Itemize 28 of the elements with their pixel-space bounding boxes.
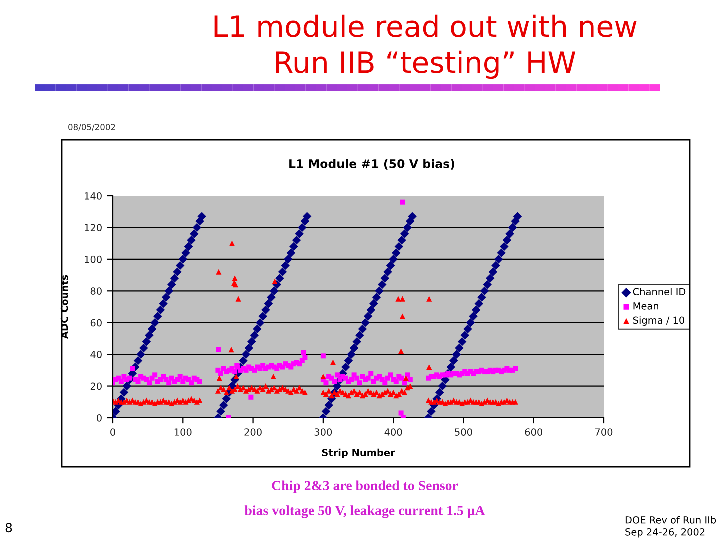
x-tick-label: 200 <box>244 428 262 436</box>
legend-label: Mean <box>634 302 658 310</box>
text: bias voltage 50 V, leakage current 1.5 μA <box>244 506 486 518</box>
y-tick-label: 100 <box>85 256 102 264</box>
y-tick-label: 140 <box>85 192 102 200</box>
x-tick-label: 100 <box>174 428 192 436</box>
x-tick-label: 600 <box>525 428 542 436</box>
chart-subtitle: L1 Module #1 (50 V bias) <box>290 159 454 170</box>
chart-title: L1 module read out with new Run IIB “testing” HW <box>214 14 637 80</box>
legend-label: Channel ID <box>633 288 686 296</box>
x-tick-label: 300 <box>314 428 332 436</box>
x-tick-label: 700 <box>596 428 613 436</box>
y-tick-label: 120 <box>85 224 102 232</box>
x-axis-title: Strip Number <box>322 448 396 458</box>
y-tick-label: 80 <box>90 288 102 295</box>
x-tick-label: 0 <box>110 428 116 436</box>
text: DOE Rev of Run IIb <box>626 516 716 524</box>
text: 08/05/2002 <box>68 124 116 132</box>
text: 8 <box>6 523 12 533</box>
x-tick-label: 500 <box>455 428 472 436</box>
text: Sep 24-26, 2002 <box>626 528 705 538</box>
y-tick-label: 20 <box>90 382 102 390</box>
y-tick-label: 0 <box>97 414 102 422</box>
x-tick-label: 400 <box>384 428 402 436</box>
y-tick-label: 40 <box>90 351 102 358</box>
legend-label: Sigma / 10 <box>633 316 684 326</box>
text: Chip 2&3 are bonded to Sensor <box>272 480 458 494</box>
y-tick-label: 60 <box>90 319 102 327</box>
